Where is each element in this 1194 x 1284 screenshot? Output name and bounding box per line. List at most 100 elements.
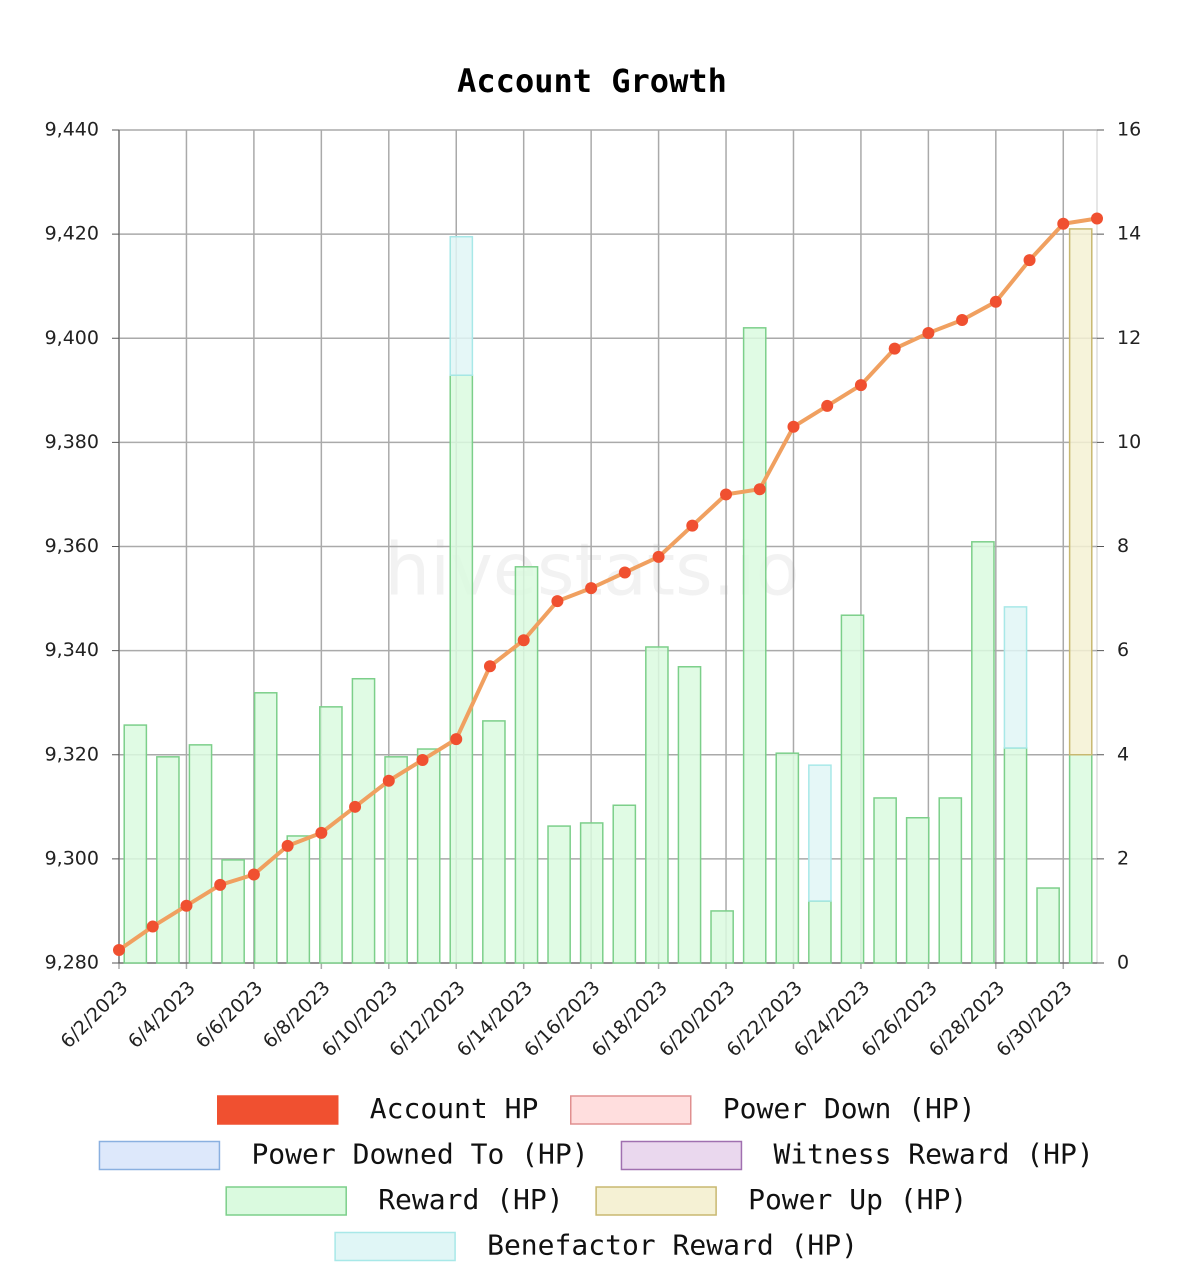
bar xyxy=(482,720,506,964)
bar xyxy=(808,764,832,902)
y2-tick-label: 8 xyxy=(1117,535,1129,557)
point xyxy=(753,483,766,496)
point xyxy=(720,488,733,501)
point xyxy=(281,839,294,852)
bar xyxy=(514,566,539,964)
bar xyxy=(123,724,148,964)
point xyxy=(585,582,598,595)
point xyxy=(551,595,564,608)
bar xyxy=(808,900,832,964)
point xyxy=(450,733,463,746)
y-tick-label: 9,440 xyxy=(45,119,99,141)
bar xyxy=(579,822,604,964)
point xyxy=(517,634,530,647)
point xyxy=(686,519,699,532)
point xyxy=(146,920,159,933)
legend-label: Reward (HP) xyxy=(378,1183,563,1216)
point xyxy=(618,566,631,579)
watermark: hivestats.io xyxy=(384,528,799,612)
bar xyxy=(156,756,180,964)
chart-title: Account Growth xyxy=(457,62,727,100)
legend-swatch xyxy=(570,1095,692,1125)
bar xyxy=(840,614,865,964)
bar xyxy=(286,835,311,964)
bar xyxy=(1003,747,1028,964)
point xyxy=(113,943,125,956)
point xyxy=(1023,254,1036,267)
bar xyxy=(351,677,376,964)
bar xyxy=(775,752,800,964)
bar xyxy=(645,646,669,964)
bar xyxy=(384,756,408,964)
x-tick-label: 6/4/2023 xyxy=(124,977,200,1053)
bar xyxy=(710,910,734,964)
point xyxy=(247,868,260,881)
bar xyxy=(938,797,963,964)
bar xyxy=(612,804,637,964)
bar xyxy=(1068,754,1093,964)
legend-label: Account HP xyxy=(370,1092,539,1125)
point xyxy=(180,899,193,912)
line xyxy=(117,216,1098,952)
bar xyxy=(742,327,767,964)
point xyxy=(922,327,935,340)
y2-tick-label: 14 xyxy=(1117,223,1141,245)
bar xyxy=(547,825,571,964)
legend-label: Power Up (HP) xyxy=(748,1183,967,1216)
y2-tick-label: 6 xyxy=(1117,639,1129,661)
bar xyxy=(1068,228,1093,756)
bar xyxy=(188,744,213,964)
bar xyxy=(416,748,441,964)
point xyxy=(315,826,328,839)
bar xyxy=(1036,887,1060,964)
y2-tick-label: 2 xyxy=(1117,847,1129,869)
x-tick-label: 6/6/2023 xyxy=(191,977,267,1053)
bar xyxy=(873,797,897,964)
y2-tick-label: 12 xyxy=(1117,327,1141,349)
bar xyxy=(449,235,474,376)
point xyxy=(416,753,429,766)
legend-label: Power Down (HP) xyxy=(723,1092,976,1125)
bar xyxy=(253,692,278,964)
y-tick-label: 9,300 xyxy=(45,847,99,869)
y-tick-label: 9,320 xyxy=(45,743,99,765)
legend-swatch xyxy=(217,1095,339,1125)
bar xyxy=(677,666,702,964)
point xyxy=(956,314,969,327)
legend-swatch xyxy=(620,1140,743,1171)
point xyxy=(888,342,901,355)
y-tick-label: 9,380 xyxy=(45,431,99,453)
legend-swatch xyxy=(225,1186,347,1216)
point xyxy=(854,379,867,392)
point xyxy=(1057,217,1070,230)
x-tick-label: 6/2/2023 xyxy=(57,977,133,1053)
bar xyxy=(971,541,995,964)
y-tick-label: 9,420 xyxy=(45,223,99,245)
point xyxy=(382,774,395,787)
y-tick-label: 9,340 xyxy=(45,639,99,661)
y-tick-label: 9,400 xyxy=(45,327,99,349)
point xyxy=(652,550,665,563)
point xyxy=(821,399,834,412)
point xyxy=(1091,212,1103,225)
point xyxy=(214,878,227,891)
y-tick-label: 9,360 xyxy=(45,535,99,557)
legend-swatch xyxy=(595,1186,717,1216)
legend-label: Witness Reward (HP) xyxy=(773,1138,1093,1171)
bar xyxy=(449,374,474,964)
y2-tick-label: 0 xyxy=(1117,952,1129,974)
y2-tick-label: 16 xyxy=(1117,119,1141,141)
legend-swatch xyxy=(334,1231,456,1262)
y2-tick-label: 10 xyxy=(1117,431,1141,453)
point xyxy=(989,295,1002,308)
bar xyxy=(221,859,245,964)
point xyxy=(787,420,800,433)
legend-label: Benefactor Reward (HP) xyxy=(487,1229,858,1262)
point xyxy=(483,660,496,673)
y2-tick-label: 4 xyxy=(1117,743,1129,765)
legend-label: Power Downed To (HP) xyxy=(251,1138,588,1171)
bar xyxy=(905,816,930,964)
y-tick-label: 9,280 xyxy=(45,952,99,974)
legend-swatch xyxy=(98,1140,221,1171)
